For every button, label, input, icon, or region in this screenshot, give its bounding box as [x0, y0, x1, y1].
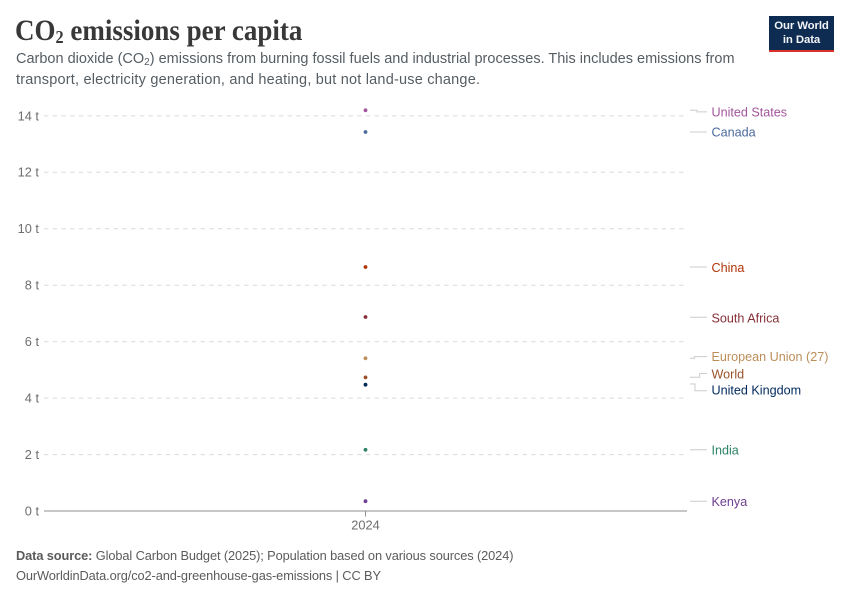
- svg-text:United States: United States: [712, 105, 788, 119]
- svg-text:Canada: Canada: [712, 126, 756, 140]
- svg-text:12 t: 12 t: [18, 165, 40, 180]
- svg-text:World: World: [712, 367, 745, 381]
- svg-text:8 t: 8 t: [25, 278, 40, 293]
- svg-text:United Kingdom: United Kingdom: [712, 384, 802, 398]
- svg-text:10 t: 10 t: [18, 221, 40, 236]
- svg-text:South Africa: South Africa: [712, 312, 780, 326]
- svg-text:European Union (27): European Union (27): [712, 350, 829, 364]
- svg-text:4 t: 4 t: [25, 391, 40, 406]
- svg-text:India: India: [712, 443, 739, 457]
- svg-text:2 t: 2 t: [25, 447, 40, 462]
- svg-text:6 t: 6 t: [25, 334, 40, 349]
- svg-text:China: China: [712, 261, 745, 275]
- svg-text:14 t: 14 t: [18, 108, 40, 123]
- svg-text:0 t: 0 t: [25, 503, 40, 518]
- svg-text:2024: 2024: [351, 518, 379, 533]
- svg-text:Kenya: Kenya: [712, 495, 748, 509]
